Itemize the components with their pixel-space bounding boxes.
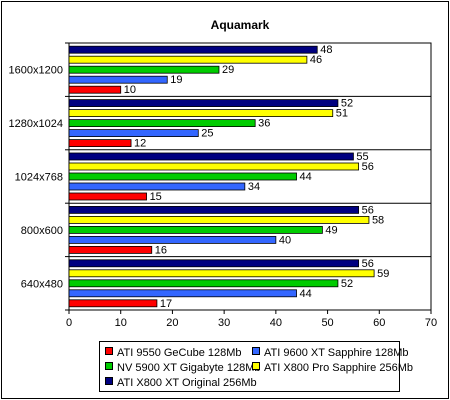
bar [68, 192, 147, 201]
legend-swatch-3 [252, 362, 260, 370]
bar [68, 65, 220, 74]
bar-value-label: 34 [248, 181, 260, 193]
bar-value-label: 49 [325, 224, 337, 236]
legend-item-4: ATI X800 XT Original 256Mb [105, 376, 257, 390]
chart-title: Aquamark [211, 18, 270, 32]
bar-value-label: 52 [341, 98, 353, 110]
legend-item-2: NV 5900 XT Gigabyte 128Mb [105, 361, 261, 375]
bar-value-label: 55 [356, 151, 368, 163]
x-tick-label: 30 [218, 317, 230, 329]
bar-value-label: 56 [362, 161, 374, 173]
bar-value-label: 12 [134, 138, 146, 150]
category-label: 1024x768 [15, 172, 63, 184]
bar-value-label: 58 [372, 214, 384, 226]
bar [68, 205, 360, 214]
category-label: 640x480 [21, 278, 63, 290]
legend-label-0: ATI 9550 GeCube 128Mb [117, 347, 242, 359]
bar-value-label: 29 [222, 64, 234, 76]
bar-value-label: 56 [362, 204, 374, 216]
legend: ATI 9550 GeCube 128Mb ATI 9600 XT Sapphi… [99, 341, 413, 392]
bar [68, 225, 323, 234]
bar [68, 172, 297, 181]
x-tick-label: 50 [321, 317, 333, 329]
category-label: 800x600 [21, 225, 63, 237]
bar [68, 75, 168, 84]
bar-value-label: 51 [336, 108, 348, 120]
bar-value-label: 59 [377, 268, 389, 280]
bar-value-label: 52 [341, 278, 353, 290]
bar-value-label: 40 [279, 234, 291, 246]
bar [68, 215, 370, 224]
bar [68, 279, 339, 288]
bar [68, 245, 153, 254]
bar [68, 289, 297, 298]
legend-label-1: ATI 9600 XT Sapphire 128Mb [264, 347, 409, 359]
bar [68, 85, 122, 94]
category-label: 1280x1024 [9, 118, 63, 130]
legend-label-4: ATI X800 XT Original 256Mb [117, 377, 257, 389]
bar [68, 99, 339, 107]
bar-value-label: 19 [170, 74, 182, 86]
legend-swatch-2 [105, 362, 113, 370]
bar [68, 45, 318, 54]
legend-item-3: ATI X800 Pro Sapphire 256Mb [252, 361, 413, 375]
category-label: 1600x1200 [9, 65, 63, 77]
bar [68, 109, 334, 117]
bar-value-label: 36 [258, 118, 270, 130]
bar [68, 152, 354, 161]
bar-value-label: 15 [150, 191, 162, 203]
bar [68, 182, 246, 191]
x-tick-label: 40 [270, 317, 282, 329]
bar-value-label: 17 [160, 298, 172, 310]
x-tick-label: 20 [166, 317, 178, 329]
bar [68, 269, 375, 278]
bar-value-label: 44 [300, 288, 312, 300]
legend-label-2: NV 5900 XT Gigabyte 128Mb [117, 362, 261, 374]
bar-value-label: 25 [201, 128, 213, 140]
x-tick-label: 70 [425, 317, 437, 329]
x-tick-label: 0 [66, 317, 72, 329]
bar-value-label: 44 [300, 171, 312, 183]
bar [68, 55, 308, 64]
bar [68, 129, 199, 138]
legend-swatch-0 [105, 347, 113, 355]
bar [68, 139, 132, 148]
x-tick-label: 10 [115, 317, 127, 329]
bar-value-label: 16 [155, 244, 167, 256]
bar-value-label: 46 [310, 54, 322, 66]
bar [68, 235, 277, 244]
legend-swatch-1 [252, 347, 260, 355]
bar-value-label: 56 [362, 258, 374, 270]
bar [68, 162, 360, 171]
bar [68, 299, 158, 308]
legend-swatch-4 [105, 377, 113, 385]
bar [68, 119, 256, 127]
x-tick-label: 60 [373, 317, 385, 329]
bar-value-label: 10 [124, 84, 136, 96]
legend-item-0: ATI 9550 GeCube 128Mb [105, 346, 242, 360]
bar [68, 259, 360, 268]
bar-value-label: 48 [320, 44, 332, 56]
legend-item-1: ATI 9600 XT Sapphire 128Mb [252, 346, 409, 360]
legend-label-3: ATI X800 Pro Sapphire 256Mb [264, 362, 413, 374]
